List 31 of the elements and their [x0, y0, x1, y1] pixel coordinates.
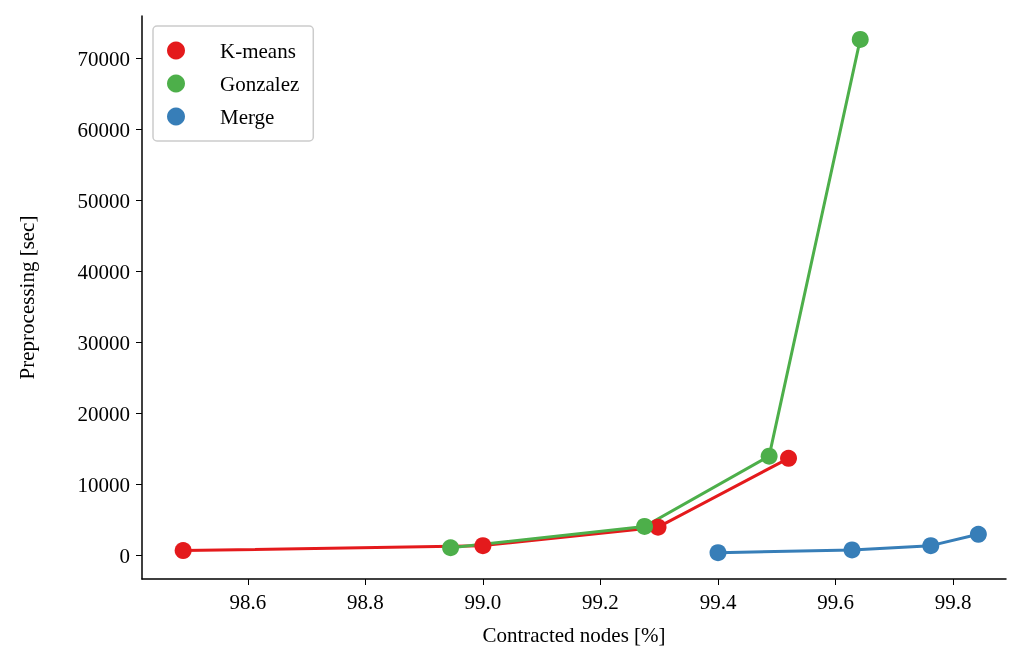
- point: [969, 525, 987, 543]
- legend-label: Gonzalez: [220, 71, 300, 96]
- x-tick-label: 98.8: [346, 589, 384, 614]
- point: [474, 537, 492, 555]
- y-tick-label: 60000: [77, 117, 130, 142]
- x-tick-label: 99.6: [817, 589, 854, 614]
- x-axis-title: Contracted nodes [%]: [482, 622, 666, 647]
- y-tick-label: 0: [119, 543, 130, 568]
- point: [780, 449, 798, 467]
- y-tick-label: 40000: [77, 259, 130, 284]
- point: [851, 30, 869, 48]
- y-tick-label: 70000: [77, 46, 130, 71]
- x-tick-label: 99.2: [582, 589, 619, 614]
- point: [922, 537, 940, 555]
- y-tick-label: 20000: [77, 401, 130, 426]
- x-tick-label: 99.0: [464, 589, 502, 614]
- y-tick-label: 50000: [77, 188, 130, 213]
- x-tick-label: 99.4: [699, 589, 737, 614]
- point: [636, 517, 654, 535]
- point: [174, 542, 192, 560]
- point: [760, 447, 778, 465]
- point: [843, 541, 861, 559]
- legend-label: Merge: [220, 104, 275, 129]
- x-tick-label: 98.6: [229, 589, 267, 614]
- point: [442, 539, 460, 557]
- y-tick-label: 10000: [77, 472, 130, 497]
- y-tick-label: 30000: [77, 330, 130, 355]
- x-tick-label: 99.8: [934, 589, 972, 614]
- y-axis-title: Preprocessing [sec]: [14, 215, 39, 380]
- legend-label: K-means: [220, 38, 296, 63]
- point: [709, 544, 727, 562]
